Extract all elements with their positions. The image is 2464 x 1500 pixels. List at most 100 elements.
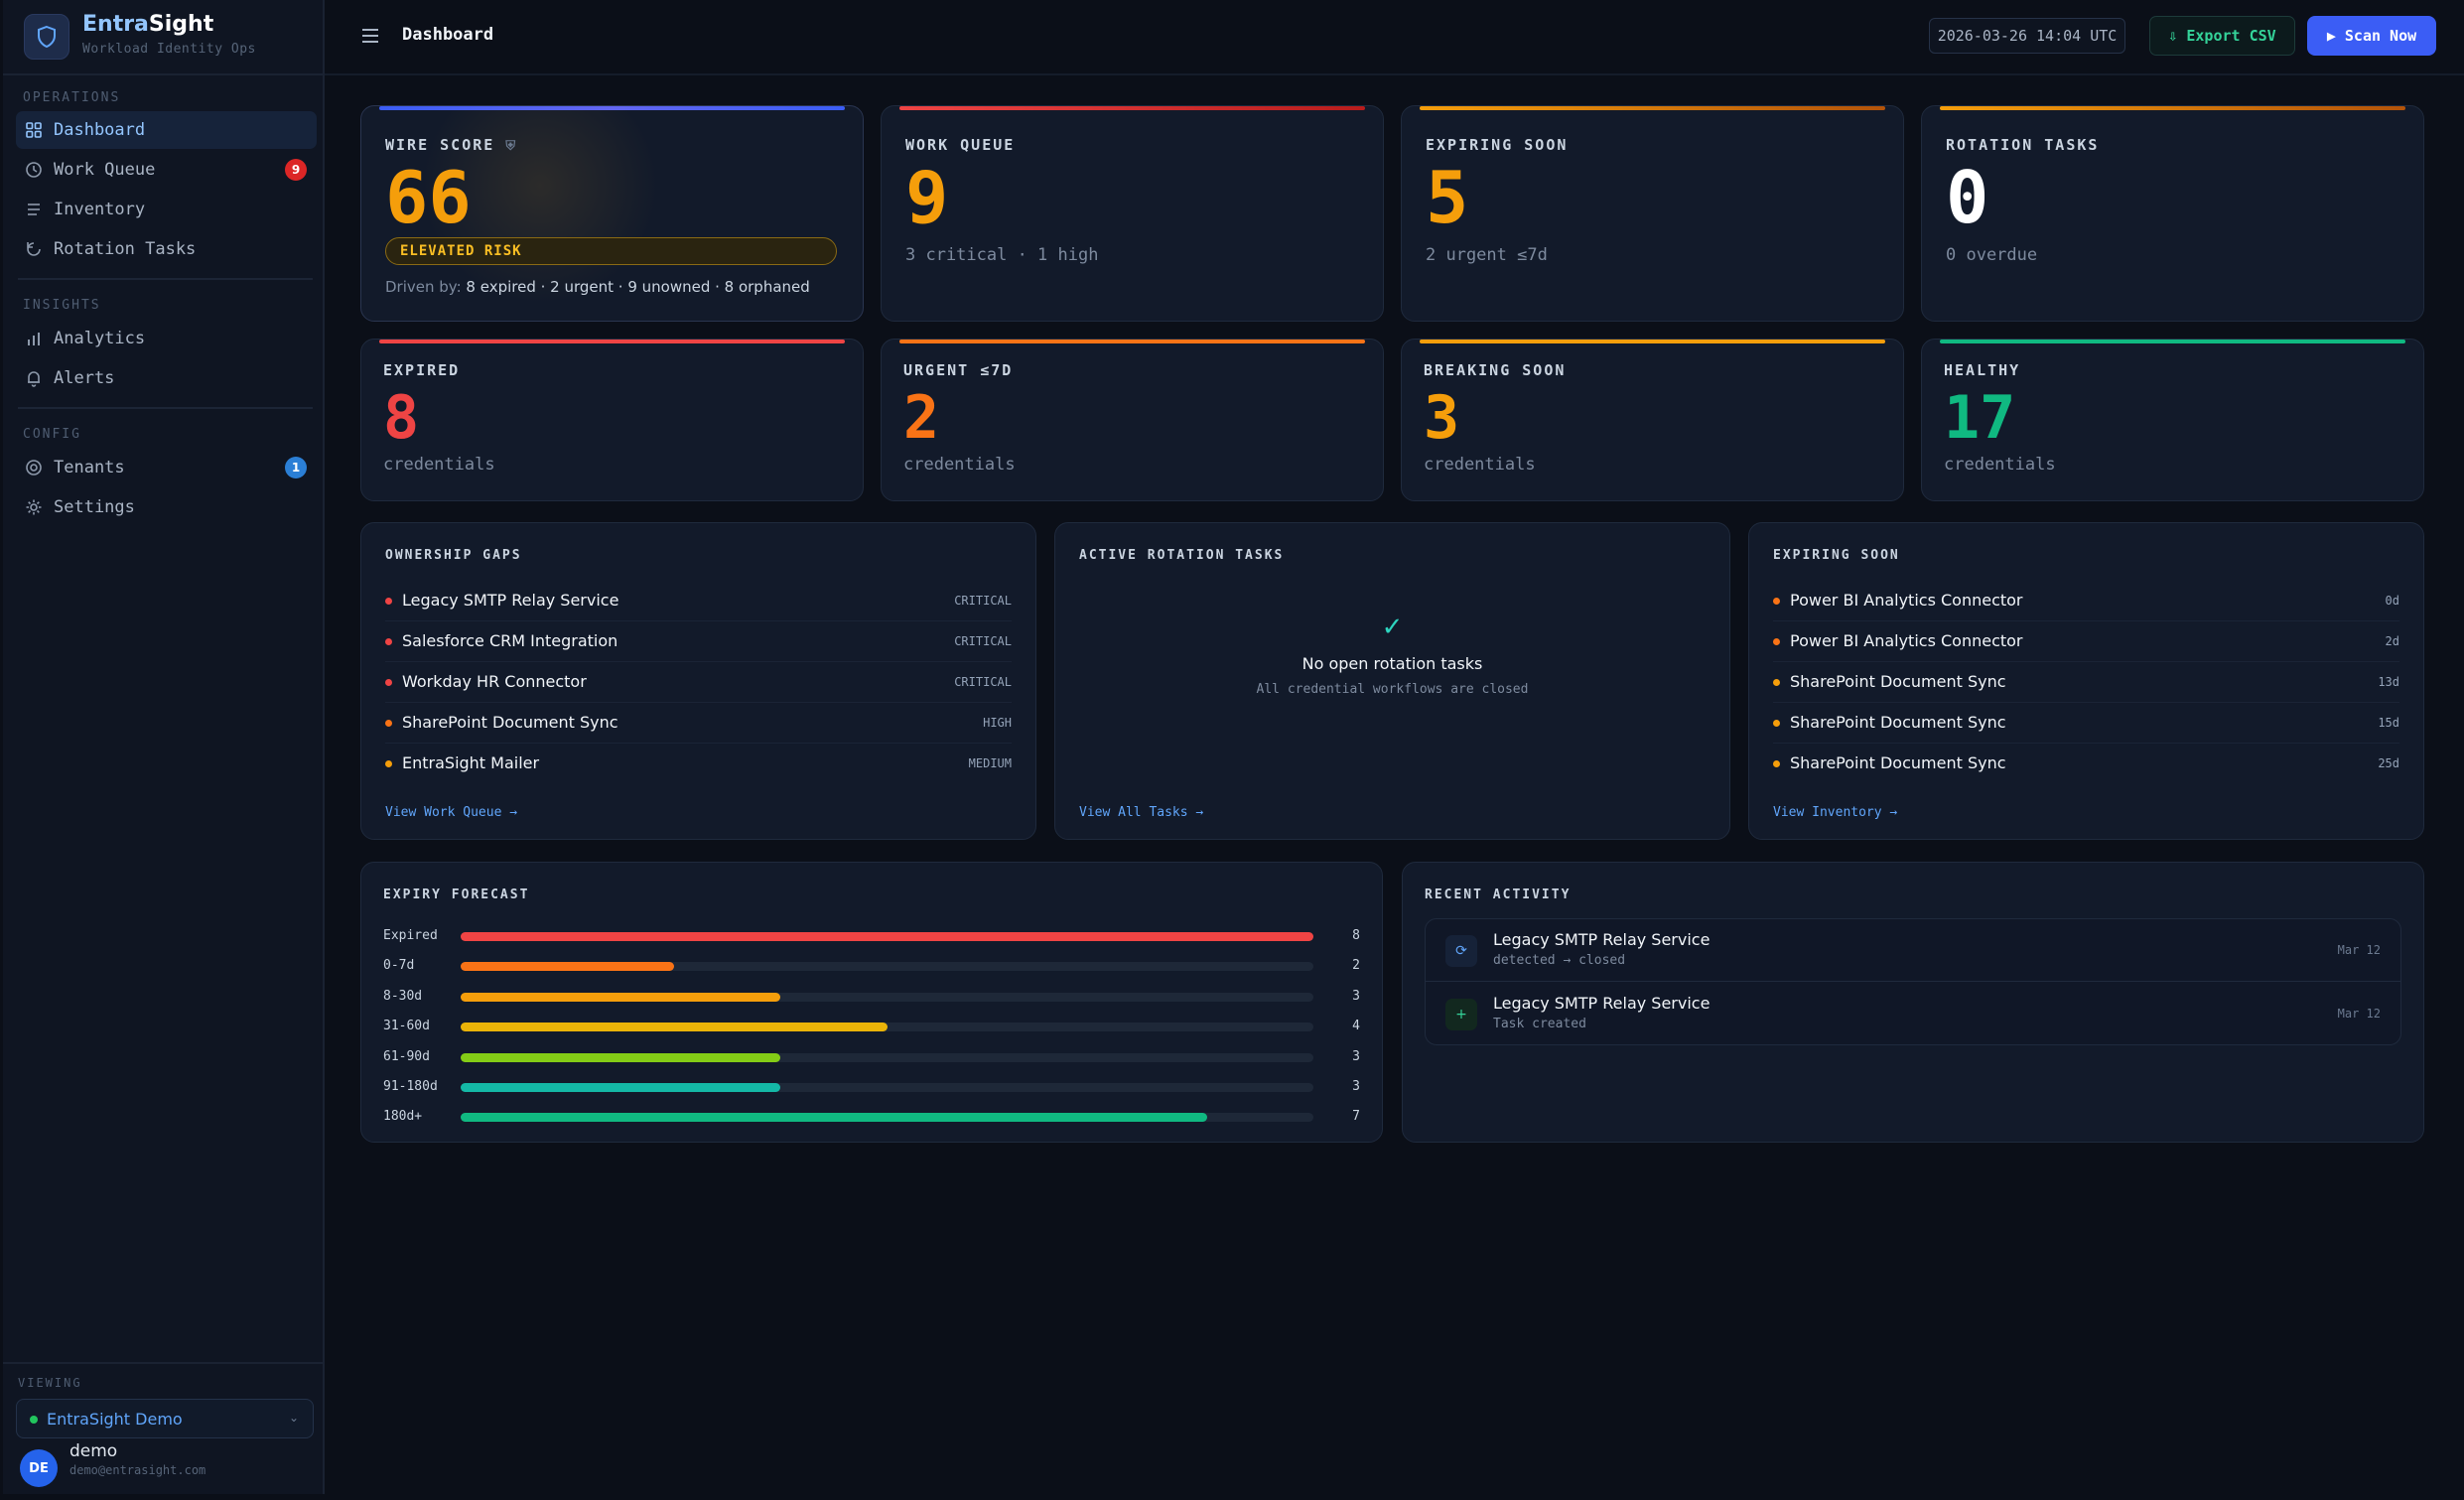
list-item[interactable]: SharePoint Document Sync 13d bbox=[1773, 662, 2399, 703]
breaking-soon-card[interactable]: BREAKING SOON 3 credentials bbox=[1401, 339, 1904, 501]
list-item[interactable]: SharePoint Document Sync 15d bbox=[1773, 703, 2399, 744]
glow bbox=[421, 106, 659, 305]
viewing-section: VIEWING EntraSight Demo ⌄ DE demo demo@e… bbox=[3, 1362, 325, 1494]
activity-list: ⟳ Legacy SMTP Relay Service detected → c… bbox=[1425, 918, 2401, 1045]
sidebar-item-alerts[interactable]: Alerts bbox=[16, 359, 317, 397]
activity-item[interactable]: + Legacy SMTP Relay Service Task created… bbox=[1426, 983, 2400, 1045]
forecast-label: 61-90d bbox=[383, 1048, 430, 1064]
expired-sub: credentials bbox=[383, 455, 495, 475]
sidebar-item-work-queue[interactable]: Work Queue 9 bbox=[16, 151, 317, 189]
risk-badge: ELEVATED RISK bbox=[385, 237, 837, 265]
refresh-icon: ⟳ bbox=[1445, 935, 1477, 967]
forecast-bar bbox=[461, 1083, 780, 1092]
gear-icon bbox=[26, 499, 42, 515]
activity-sub: detected → closed bbox=[1493, 953, 1626, 968]
list-item[interactable]: Workday HR Connector CRITICAL bbox=[385, 662, 1012, 703]
list-item[interactable]: Power BI Analytics Connector 2d bbox=[1773, 621, 2399, 662]
rotation-tasks-card[interactable]: ROTATION TASKS 0 0 overdue bbox=[1921, 105, 2424, 322]
view-work-queue-link[interactable]: View Work Queue → bbox=[385, 805, 518, 820]
sidebar-item-tenants[interactable]: Tenants 1 bbox=[16, 449, 317, 486]
panel-title: EXPIRING SOON bbox=[1773, 548, 1900, 563]
severity-tag: HIGH bbox=[983, 716, 1012, 730]
sidebar-item-settings[interactable]: Settings bbox=[16, 488, 317, 526]
list-item[interactable]: SharePoint Document Sync HIGH bbox=[385, 703, 1012, 744]
forecast-bar bbox=[461, 1052, 780, 1062]
sidebar-item-label: Tenants bbox=[54, 458, 125, 477]
work-queue-value: 9 bbox=[905, 156, 949, 239]
work-queue-badge: 9 bbox=[285, 159, 307, 181]
severity-dot bbox=[1773, 679, 1780, 686]
divider bbox=[18, 407, 313, 409]
wire-score-label: WIRE SCORE ⛨ bbox=[385, 136, 518, 154]
list-item[interactable]: Salesforce CRM Integration CRITICAL bbox=[385, 621, 1012, 662]
rotation-tasks-sub: 0 overdue bbox=[1946, 245, 2038, 265]
divider bbox=[18, 278, 313, 280]
expiring-soon-panel: EXPIRING SOON Power BI Analytics Connect… bbox=[1748, 522, 2424, 840]
view-inventory-link[interactable]: View Inventory → bbox=[1773, 805, 1898, 820]
card-accent bbox=[899, 106, 1365, 110]
card-accent bbox=[1940, 106, 2405, 110]
sidebar-item-label: Rotation Tasks bbox=[54, 239, 197, 259]
healthy-card[interactable]: HEALTHY 17 credentials bbox=[1921, 339, 2424, 501]
urgent-label: URGENT ≤7D bbox=[903, 361, 1014, 379]
breaking-soon-value: 3 bbox=[1424, 383, 1460, 453]
card-accent bbox=[1420, 106, 1885, 110]
export-csv-button[interactable]: ⇩ Export CSV bbox=[2149, 16, 2295, 56]
sidebar-item-dashboard[interactable]: Dashboard bbox=[16, 111, 317, 149]
forecast-row: 0-7d 2 bbox=[383, 952, 1360, 982]
forecast-track bbox=[461, 1083, 1313, 1092]
shield-icon: ⛨ bbox=[505, 139, 518, 154]
brand-subtitle: Workload Identity Ops bbox=[82, 42, 256, 57]
work-queue-sub: 3 critical · 1 high bbox=[905, 245, 1099, 265]
menu-icon[interactable] bbox=[360, 27, 380, 45]
urgent-value: 2 bbox=[903, 383, 940, 453]
forecast-count: 2 bbox=[1352, 958, 1360, 974]
healthy-label: HEALTHY bbox=[1944, 361, 2021, 379]
list-item[interactable]: SharePoint Document Sync 25d bbox=[1773, 744, 2399, 784]
forecast-row: Expired 8 bbox=[383, 922, 1360, 952]
urgent-card[interactable]: URGENT ≤7D 2 credentials bbox=[881, 339, 1384, 501]
forecast-label: 31-60d bbox=[383, 1019, 430, 1034]
work-queue-card[interactable]: WORK QUEUE 9 3 critical · 1 high bbox=[881, 105, 1384, 322]
sidebar-item-analytics[interactable]: Analytics bbox=[16, 320, 317, 357]
severity-dot bbox=[1773, 598, 1780, 605]
item-name: EntraSight Mailer bbox=[402, 753, 540, 772]
page-title: Dashboard bbox=[402, 25, 494, 45]
bell-icon bbox=[28, 371, 40, 387]
sidebar-item-rotation-tasks[interactable]: Rotation Tasks bbox=[16, 230, 317, 268]
clock-icon bbox=[26, 162, 42, 178]
user-name: demo bbox=[69, 1441, 118, 1461]
list-item[interactable]: EntraSight Mailer MEDIUM bbox=[385, 744, 1012, 784]
empty-subtitle: All credential workflows are closed bbox=[1256, 682, 1529, 697]
card-accent bbox=[1420, 340, 1885, 343]
brand: EntraSight Workload Identity Ops bbox=[3, 0, 325, 75]
grid-icon bbox=[26, 122, 42, 138]
tenant-select[interactable]: EntraSight Demo ⌄ bbox=[16, 1399, 314, 1438]
item-name: Legacy SMTP Relay Service bbox=[402, 591, 619, 610]
healthy-sub: credentials bbox=[1944, 455, 2056, 475]
bar-chart-icon bbox=[28, 333, 40, 345]
forecast-bar bbox=[461, 992, 780, 1002]
severity-dot bbox=[385, 598, 392, 605]
expiring-soon-value: 5 bbox=[1426, 156, 1469, 239]
avatar[interactable]: DE bbox=[20, 1449, 58, 1487]
severity-dot bbox=[385, 720, 392, 727]
expiring-soon-card[interactable]: EXPIRING SOON 5 2 urgent ≤7d bbox=[1401, 105, 1904, 322]
wire-score-value: 66 bbox=[385, 156, 472, 239]
risk-drivers: Driven by: 8 expired · 2 urgent · 9 unow… bbox=[385, 278, 810, 296]
expired-card[interactable]: EXPIRED 8 credentials bbox=[360, 339, 864, 501]
view-all-tasks-link[interactable]: View All Tasks → bbox=[1079, 805, 1204, 820]
breaking-soon-sub: credentials bbox=[1424, 455, 1536, 475]
forecast-bar bbox=[461, 1113, 1207, 1123]
scan-now-button[interactable]: ▶ Scan Now bbox=[2307, 16, 2436, 56]
wire-score-card: WIRE SCORE ⛨ 66 ELEVATED RISK Driven by:… bbox=[360, 105, 864, 322]
activity-item[interactable]: ⟳ Legacy SMTP Relay Service detected → c… bbox=[1426, 919, 2400, 982]
expiring-soon-sub: 2 urgent ≤7d bbox=[1426, 245, 1548, 265]
list-icon bbox=[28, 204, 40, 215]
list-item[interactable]: Legacy SMTP Relay Service CRITICAL bbox=[385, 581, 1012, 621]
sidebar-item-inventory[interactable]: Inventory bbox=[16, 191, 317, 228]
card-accent bbox=[379, 340, 845, 343]
empty-title: No open rotation tasks bbox=[1301, 654, 1483, 673]
forecast-row: 31-60d 4 bbox=[383, 1013, 1360, 1042]
list-item[interactable]: Power BI Analytics Connector 0d bbox=[1773, 581, 2399, 621]
